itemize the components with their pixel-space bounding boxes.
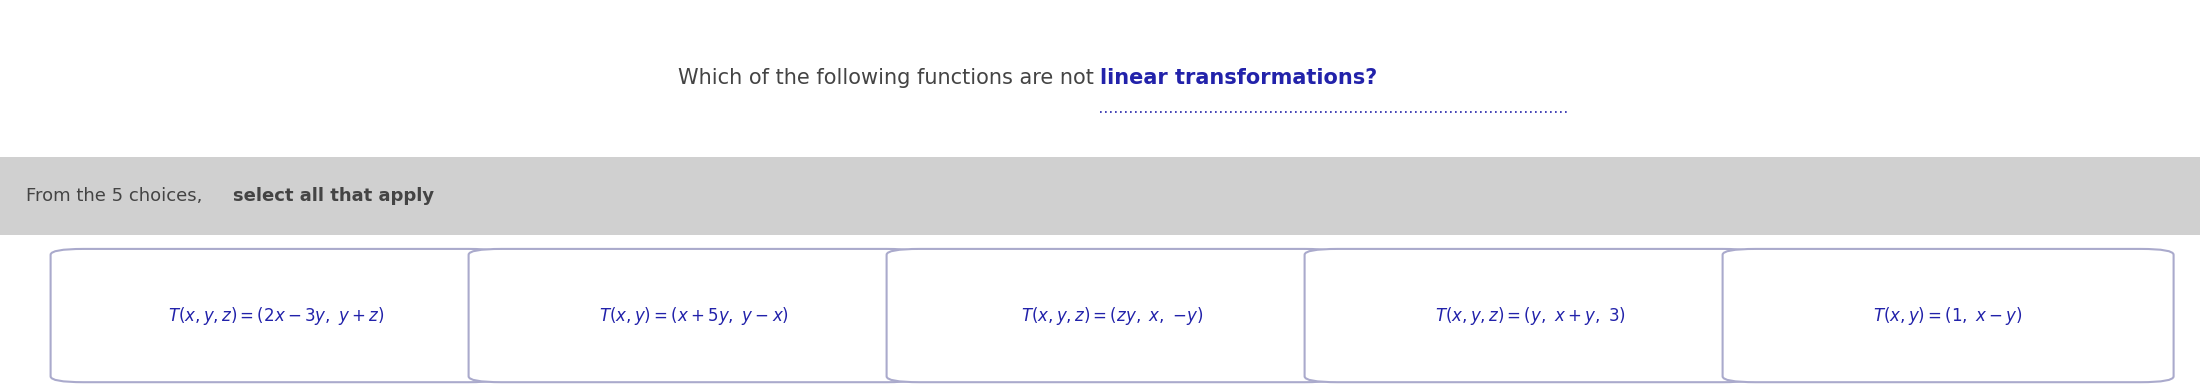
Text: $T(x, y) = (1,\ x - y)$: $T(x, y) = (1,\ x - y)$: [1872, 305, 2024, 327]
Text: $T(x, y, z) = (y,\ x + y,\ 3)$: $T(x, y, z) = (y,\ x + y,\ 3)$: [1434, 305, 1626, 327]
FancyBboxPatch shape: [0, 157, 2200, 235]
Text: From the 5 choices,: From the 5 choices,: [26, 187, 209, 205]
Text: $T(x, y) = (x + 5y,\ y - x)$: $T(x, y) = (x + 5y,\ y - x)$: [598, 305, 790, 327]
FancyBboxPatch shape: [1723, 249, 2174, 382]
FancyBboxPatch shape: [1305, 249, 1756, 382]
FancyBboxPatch shape: [887, 249, 1338, 382]
Text: linear transformations?: linear transformations?: [1100, 68, 1377, 89]
Text: select all that apply: select all that apply: [233, 187, 433, 205]
Text: $T(x, y, z) = (zy,\ x,\ {-y})$: $T(x, y, z) = (zy,\ x,\ {-y})$: [1021, 305, 1203, 327]
Text: $T(x, y, z) = (2x - 3y,\ y + z)$: $T(x, y, z) = (2x - 3y,\ y + z)$: [167, 305, 385, 327]
FancyBboxPatch shape: [469, 249, 920, 382]
Text: Which of the following functions are not: Which of the following functions are not: [678, 68, 1100, 89]
FancyBboxPatch shape: [51, 249, 502, 382]
